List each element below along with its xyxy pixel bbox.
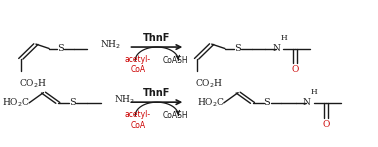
Text: ThnF: ThnF bbox=[143, 33, 170, 43]
Text: HO$_2$C: HO$_2$C bbox=[2, 97, 30, 109]
Text: N: N bbox=[303, 98, 311, 107]
Text: H: H bbox=[311, 88, 318, 96]
Text: HO$_2$C: HO$_2$C bbox=[197, 97, 225, 109]
Text: N: N bbox=[273, 44, 280, 53]
Text: CoASH: CoASH bbox=[163, 111, 189, 120]
Text: CoASH: CoASH bbox=[163, 56, 189, 65]
Text: H: H bbox=[280, 34, 287, 42]
Text: NH$_2$: NH$_2$ bbox=[114, 94, 135, 106]
Text: acetyl-
CoA: acetyl- CoA bbox=[125, 55, 151, 74]
Text: NH$_2$: NH$_2$ bbox=[100, 39, 121, 51]
Text: S: S bbox=[57, 44, 64, 53]
Text: CO$_2$H: CO$_2$H bbox=[19, 78, 47, 90]
Text: ThnF: ThnF bbox=[143, 88, 170, 98]
Text: O: O bbox=[322, 120, 330, 129]
Text: S: S bbox=[234, 44, 241, 53]
Text: CO$_2$H: CO$_2$H bbox=[195, 78, 223, 90]
Text: S: S bbox=[263, 98, 270, 107]
Text: S: S bbox=[69, 98, 76, 107]
Text: acetyl-
CoA: acetyl- CoA bbox=[125, 110, 151, 130]
Text: O: O bbox=[291, 65, 299, 74]
